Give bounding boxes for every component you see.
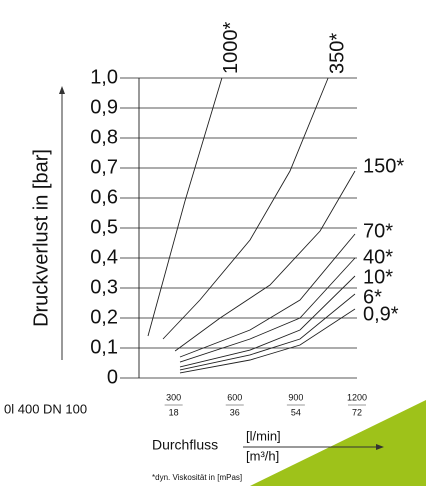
y-tick-label: 0,9 <box>90 96 118 118</box>
line <box>179 308 356 374</box>
x2-unit: [m³/h] <box>246 448 279 463</box>
y-tick-label: 0,5 <box>90 216 118 238</box>
x-tick-label: 300 <box>166 392 181 402</box>
line <box>179 293 356 371</box>
series-label: 1000* <box>220 22 242 74</box>
line <box>162 77 329 340</box>
x2-tick-label: 72 <box>352 407 362 417</box>
line <box>179 233 356 358</box>
x-tick-label: 600 <box>227 392 242 402</box>
series-label: 10* <box>363 266 393 288</box>
y-arrow-head <box>59 86 65 94</box>
x-axis-label: Durchfluss <box>152 437 218 453</box>
y-tick-label: 0,8 <box>90 126 118 148</box>
series-label: 6* <box>363 286 382 308</box>
x-tick-label: 1200 <box>347 392 367 402</box>
x-unit: [l/min] <box>246 428 281 443</box>
line <box>179 257 356 363</box>
x2-tick-label: 54 <box>291 407 301 417</box>
series-label: 40* <box>363 246 393 268</box>
line <box>147 77 223 337</box>
y-tick-label: 0,1 <box>90 336 118 358</box>
y-tick-label: 0,6 <box>90 186 118 208</box>
series-label: 70* <box>363 220 393 242</box>
line <box>179 275 356 368</box>
y-axis-label: Druckverlust in [bar] <box>30 149 52 327</box>
y-tick-label: 0,2 <box>90 306 118 328</box>
line <box>174 170 356 352</box>
series-label: 0,9* <box>363 303 399 325</box>
series-label: 350* <box>326 33 348 74</box>
decoration <box>250 400 426 486</box>
x-tick-label: 900 <box>288 392 303 402</box>
y-tick-label: 0,4 <box>90 246 118 268</box>
y-tick-label: 1,0 <box>90 66 118 88</box>
x2-tick-label: 18 <box>169 407 179 417</box>
x2-tick-label: 36 <box>230 407 240 417</box>
corner-label: 0l 400 DN 100 <box>4 401 87 416</box>
y-tick-label: 0,3 <box>90 276 118 298</box>
series-label: 150* <box>363 155 404 177</box>
footnote: *dyn. Viskosität in [mPas] <box>152 473 242 482</box>
x-arrow-head <box>376 444 384 450</box>
y-tick-label: 0,7 <box>90 156 118 178</box>
y-tick-label: 0 <box>107 366 118 388</box>
